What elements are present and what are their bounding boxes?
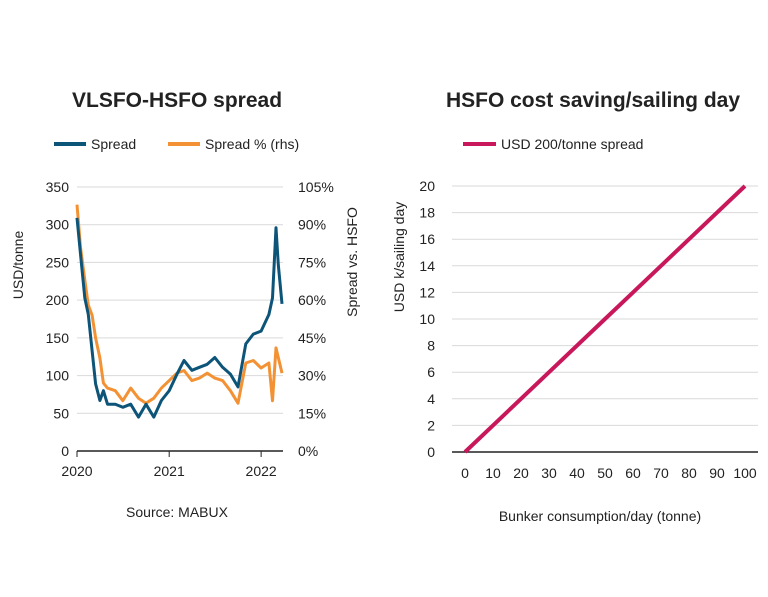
y-tick-label: 18 [419,205,435,221]
y2-tick-label: 30% [298,368,326,384]
x-tick-label: 40 [569,465,585,481]
y-tick-label: 300 [46,217,70,233]
y2-tick-label: 15% [298,405,326,421]
y-tick-label: 16 [419,231,435,247]
x-tick-label: 10 [485,465,501,481]
y-tick-label: 12 [419,284,435,300]
x-tick-label: 2020 [61,463,92,479]
y-tick-label: 0 [427,444,435,460]
y-tick-label: 20 [419,178,435,194]
left-y2-axis-label: Spread vs. HSFO [344,207,360,317]
x-tick-label: 60 [625,465,641,481]
y-tick-label: 150 [46,330,70,346]
y-tick-label: 4 [427,391,435,407]
y-tick-label: 200 [46,292,70,308]
series-line-spread [75,217,284,419]
y-tick-label: 8 [427,338,435,354]
legend-label-usd200: USD 200/tonne spread [501,136,643,152]
x-tick-label: 50 [597,465,613,481]
series-line-spread-pct [75,204,284,405]
source-note: Source: MABUX [126,504,229,520]
x-tick-label: 2022 [246,463,277,479]
y-tick-label: 350 [46,179,70,195]
x-tick-label: 0 [461,465,469,481]
y2-tick-label: 90% [298,217,326,233]
right-chart-title: HSFO cost saving/sailing day [446,89,740,112]
y2-tick-label: 60% [298,292,326,308]
y-tick-label: 10 [419,311,435,327]
y-tick-label: 50 [53,405,69,421]
series-line-usd200 [463,184,747,454]
x-tick-label: 100 [733,465,757,481]
y-tick-label: 100 [46,368,70,384]
y-tick-label: 6 [427,364,435,380]
y2-tick-label: 0% [298,443,318,459]
y2-tick-label: 75% [298,254,326,270]
y-tick-label: 250 [46,254,70,270]
y-tick-label: 14 [419,258,435,274]
x-tick-label: 90 [709,465,725,481]
y-tick-label: 2 [427,417,435,433]
y-tick-label: 0 [61,443,69,459]
left-y-axis-label: USD/tonne [10,231,26,300]
x-tick-label: 70 [653,465,669,481]
right-y-axis-label: USD k/sailing day [391,202,407,313]
x-tick-label: 80 [681,465,697,481]
y2-tick-label: 105% [298,179,334,195]
y2-tick-label: 45% [298,330,326,346]
legend-label-spread-pct: Spread % (rhs) [205,136,299,152]
right-x-axis-label: Bunker consumption/day (tonne) [499,508,701,524]
x-tick-label: 20 [513,465,529,481]
x-tick-label: 2021 [154,463,185,479]
legend-label-spread: Spread [91,136,136,152]
left-chart-title: VLSFO-HSFO spread [72,89,282,112]
x-tick-label: 30 [541,465,557,481]
